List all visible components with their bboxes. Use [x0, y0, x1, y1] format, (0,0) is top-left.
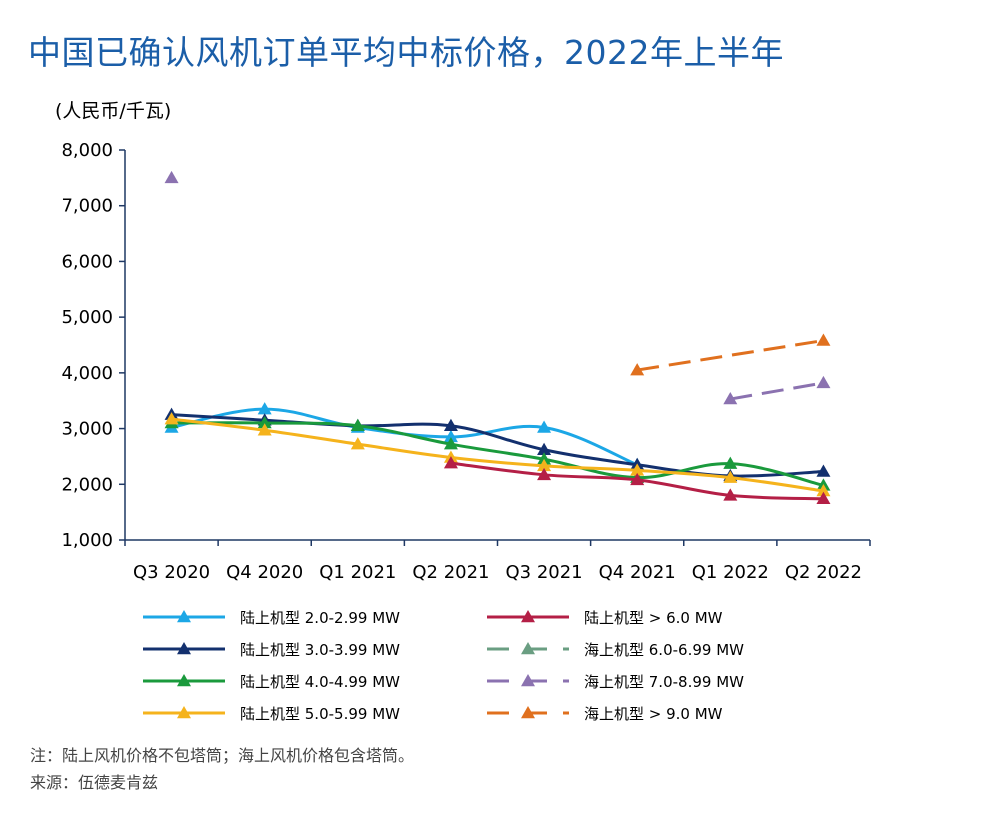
x-tick-label: Q4 2020	[226, 562, 303, 583]
x-tick-label: Q4 2021	[599, 562, 676, 583]
data-point	[164, 412, 179, 425]
data-point	[816, 333, 831, 346]
x-tick-label: Q2 2021	[412, 562, 489, 583]
data-point	[443, 456, 458, 469]
data-point	[816, 491, 831, 505]
legend-item: 海上机型 > 9.0 MW	[487, 705, 723, 723]
legend-item: 海上机型 6.0-6.99 MW	[487, 641, 744, 659]
y-tick-label: 1,000	[61, 530, 113, 551]
legend-item: 陆上机型 3.0-3.99 MW	[143, 641, 400, 659]
data-point	[723, 392, 738, 405]
data-point	[816, 375, 831, 389]
x-tick-label: Q1 2021	[319, 562, 396, 583]
data-point	[443, 429, 458, 443]
footnote: 注：陆上风机价格不包塔筒；海上风机价格包含塔筒。 来源：伍德麦肯兹	[30, 742, 414, 796]
data-point	[443, 437, 458, 450]
x-tick-label: Q1 2022	[692, 562, 769, 583]
chart-legend: 陆上机型 2.0-2.99 MW 陆上机型 3.0-3.99 MW 陆上机型 4.0…	[143, 609, 744, 723]
data-point	[816, 464, 831, 477]
chart-axes: 1,000 2,000 3,000 4,000 5,000 6,000 7,000 8,000…	[61, 140, 871, 583]
legend-marker	[521, 706, 535, 719]
data-point	[537, 420, 552, 433]
series-1	[164, 402, 645, 471]
legend-label: 海上机型 7.0-8.99 MW	[584, 673, 744, 691]
legend-label: 陆上机型 2.0-2.99 MW	[240, 609, 400, 627]
legend-label: 海上机型 > 9.0 MW	[584, 705, 723, 723]
y-axis-unit-label: (人民币/千瓦)	[55, 100, 172, 122]
legend-label: 海上机型 6.0-6.99 MW	[584, 641, 744, 659]
series-line	[730, 381, 824, 401]
footnote-note: 注：陆上风机价格不包塔筒；海上风机价格包含塔筒。	[30, 746, 415, 765]
data-point	[723, 456, 738, 469]
line-chart: 1,000 2,000 3,000 4,000 5,000 6,000 7,000 8,000…	[61, 140, 871, 723]
legend-marker	[521, 642, 535, 655]
y-tick-label: 7,000	[61, 196, 113, 217]
legend-item: 海上机型 7.0-8.99 MW	[487, 673, 744, 691]
legend-label: 陆上机型 3.0-3.99 MW	[240, 641, 400, 659]
y-tick-label: 5,000	[61, 307, 113, 328]
legend-item: 陆上机型 > 6.0 MW	[487, 609, 723, 627]
footnote-source: 来源：伍德麦肯兹	[30, 773, 159, 792]
x-tick-label: Q3 2020	[133, 562, 210, 583]
y-tick-label: 8,000	[61, 140, 113, 161]
legend-marker	[177, 642, 191, 655]
data-point	[723, 488, 738, 501]
series-line	[171, 417, 824, 493]
data-point	[537, 442, 552, 455]
data-point	[537, 458, 552, 472]
legend-label: 陆上机型 4.0-4.99 MW	[240, 673, 400, 691]
legend-marker	[177, 706, 191, 719]
data-point	[350, 437, 365, 450]
data-point	[164, 170, 179, 184]
data-point	[630, 472, 645, 486]
series-line	[171, 421, 824, 487]
legend-label: 陆上机型 > 6.0 MW	[584, 609, 723, 627]
data-point	[350, 418, 365, 432]
data-point	[816, 483, 831, 497]
y-tick-label: 4,000	[61, 363, 113, 384]
series-4	[164, 412, 831, 497]
legend-marker	[521, 674, 535, 687]
series-5	[443, 456, 831, 505]
legend-label: 陆上机型 5.0-5.99 MW	[240, 705, 400, 723]
series-line	[636, 339, 824, 372]
y-tick-label: 6,000	[61, 251, 113, 272]
x-tick-label: Q3 2021	[505, 562, 582, 583]
page-title: 中国已确认风机订单平均中标价格，2022年上半年	[28, 33, 784, 72]
series-8	[630, 333, 831, 376]
data-point	[257, 423, 272, 436]
data-point	[630, 463, 645, 476]
y-tick-label: 3,000	[61, 419, 113, 440]
legend-item: 陆上机型 5.0-5.99 MW	[143, 705, 400, 723]
y-tick-label: 2,000	[61, 474, 113, 495]
data-point	[257, 402, 272, 415]
legend-marker	[521, 610, 535, 623]
legend-marker	[177, 610, 191, 623]
data-point	[723, 470, 738, 483]
data-point	[257, 416, 272, 429]
data-point	[443, 418, 458, 432]
data-point	[537, 467, 552, 481]
chart-series	[164, 170, 831, 505]
x-tick-label: Q2 2022	[785, 562, 862, 583]
series-7	[164, 170, 831, 405]
legend-item: 陆上机型 4.0-4.99 MW	[143, 673, 400, 691]
legend-marker	[177, 674, 191, 687]
legend-item: 陆上机型 2.0-2.99 MW	[143, 609, 400, 627]
data-point	[630, 363, 645, 376]
data-point	[537, 452, 552, 465]
